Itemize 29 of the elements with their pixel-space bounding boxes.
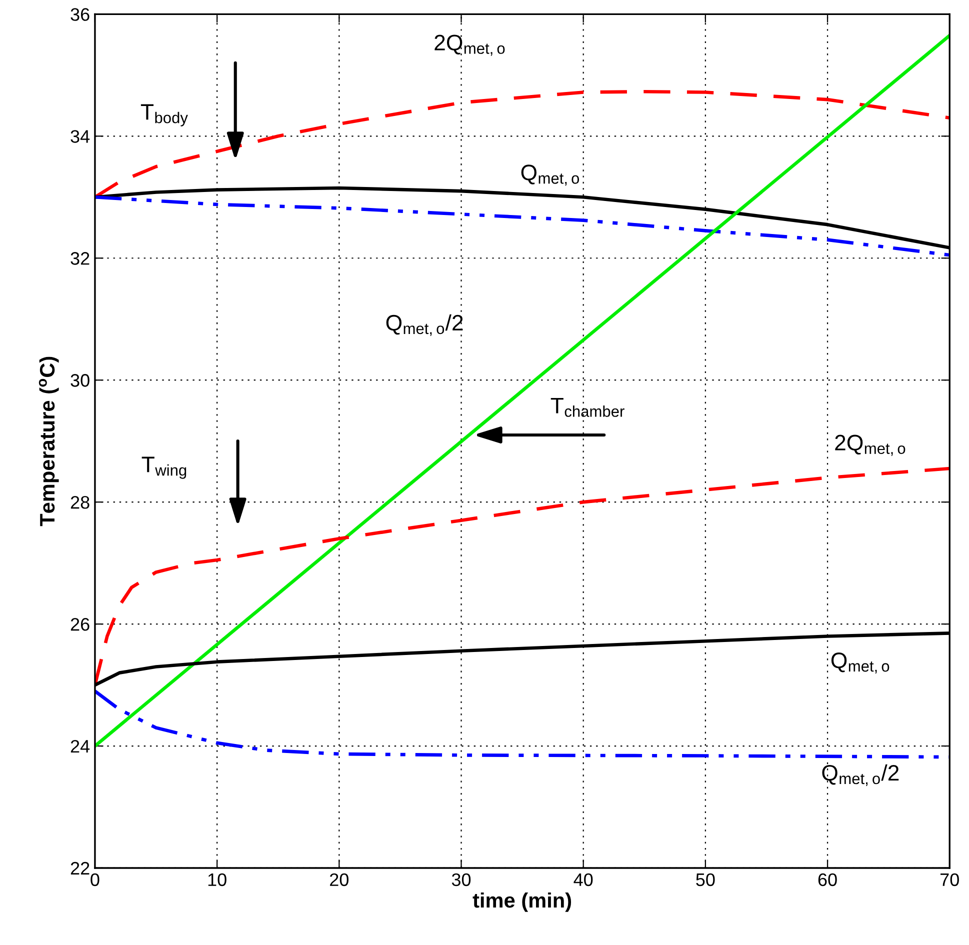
y-tick-label: 34 bbox=[70, 130, 90, 143]
x-tick-label: 60 bbox=[818, 873, 837, 886]
y-tick-label: 28 bbox=[70, 496, 90, 509]
x-tick-label: 20 bbox=[330, 873, 348, 886]
annotation: T$_{wing}$ bbox=[142, 456, 186, 479]
y-tick-label: 22 bbox=[70, 862, 90, 875]
annotation: Q$_{met,o}$ bbox=[521, 164, 580, 186]
y-tick-label: 36 bbox=[70, 8, 90, 21]
annotation: 2Q$_{met,o}$ bbox=[434, 34, 505, 56]
annotation: T$_{chamber}$ bbox=[550, 398, 624, 417]
x-tick-label: 40 bbox=[574, 873, 593, 886]
annotation: T$_{body}$ bbox=[140, 104, 188, 126]
y-tick-label: 30 bbox=[70, 374, 90, 387]
annotation: 2Q$_{met,o}$ bbox=[835, 434, 906, 456]
x-tick-label: 70 bbox=[940, 873, 959, 886]
y-axis-title: Temperature ($^{o}$C) bbox=[38, 356, 59, 526]
y-tick-label: 32 bbox=[70, 252, 90, 265]
annotation: Q$_{met,o}$/2 bbox=[822, 764, 899, 786]
y-tick-label: 24 bbox=[70, 740, 90, 753]
x-tick-label: 0 bbox=[90, 873, 100, 886]
annotation: Q$_{met,o}$ bbox=[831, 652, 890, 674]
y-tick-label: 26 bbox=[70, 618, 90, 631]
x-tick-label: 50 bbox=[696, 873, 715, 886]
annotation: Q$_{met,o}$/2 bbox=[386, 314, 463, 336]
x-axis-title: time (min) bbox=[472, 892, 572, 912]
line-series bbox=[94, 689, 950, 759]
x-tick-label: 10 bbox=[208, 873, 226, 886]
x-tick-label: 30 bbox=[452, 873, 471, 886]
line-series bbox=[94, 195, 950, 257]
